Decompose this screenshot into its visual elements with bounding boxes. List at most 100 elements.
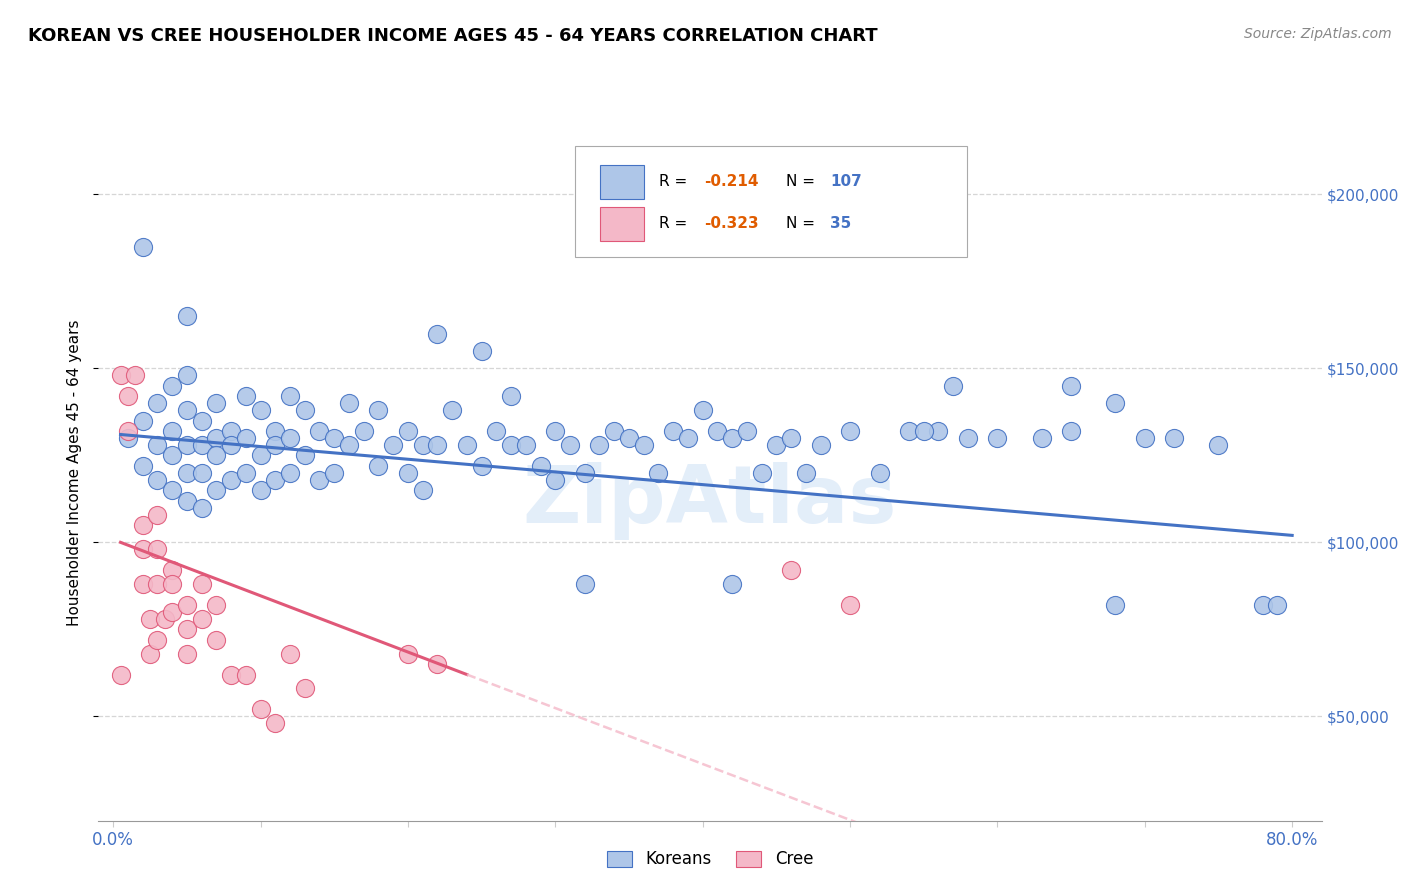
Point <box>1163 431 1185 445</box>
Point <box>117 389 139 403</box>
Point <box>235 431 257 445</box>
Point <box>131 239 153 253</box>
FancyBboxPatch shape <box>600 165 644 199</box>
Point <box>912 424 935 438</box>
Point <box>146 577 169 591</box>
Point <box>235 389 257 403</box>
Point <box>294 448 316 462</box>
Point <box>426 326 449 341</box>
Point <box>396 424 419 438</box>
Point <box>205 448 228 462</box>
Point <box>131 542 153 557</box>
Point <box>146 632 169 647</box>
Point <box>160 448 183 462</box>
Point <box>956 431 979 445</box>
Point <box>139 647 162 661</box>
Point <box>794 466 817 480</box>
Point <box>190 612 212 626</box>
Point <box>765 438 787 452</box>
Legend: Koreans, Cree: Koreans, Cree <box>600 844 820 875</box>
Text: Source: ZipAtlas.com: Source: ZipAtlas.com <box>1244 27 1392 41</box>
Point <box>810 438 832 452</box>
Point <box>662 424 685 438</box>
Point <box>235 667 257 681</box>
Point <box>927 424 949 438</box>
Point <box>249 702 271 716</box>
Point <box>692 403 714 417</box>
Point <box>153 612 176 626</box>
Point <box>574 577 596 591</box>
Point <box>160 378 183 392</box>
Point <box>146 473 169 487</box>
Point <box>751 466 773 480</box>
Text: R =: R = <box>658 175 688 189</box>
FancyBboxPatch shape <box>600 207 644 241</box>
Point <box>647 466 669 480</box>
Point <box>721 431 744 445</box>
Point <box>337 438 360 452</box>
Point <box>515 438 537 452</box>
Point <box>1251 598 1274 612</box>
Point <box>176 647 198 661</box>
Point <box>1060 424 1083 438</box>
Text: R =: R = <box>658 216 688 231</box>
Point <box>176 438 198 452</box>
Point <box>160 483 183 498</box>
Point <box>412 483 434 498</box>
Text: N =: N = <box>786 216 815 231</box>
Point <box>780 431 803 445</box>
Point <box>426 438 449 452</box>
Point <box>558 438 581 452</box>
Point <box>308 473 330 487</box>
Point <box>499 438 522 452</box>
Point <box>1060 378 1083 392</box>
Text: 35: 35 <box>830 216 851 231</box>
Point <box>367 403 389 417</box>
Point <box>249 448 271 462</box>
Point <box>278 647 301 661</box>
Point <box>323 431 346 445</box>
FancyBboxPatch shape <box>575 145 967 257</box>
Point <box>603 424 626 438</box>
Point <box>471 458 494 473</box>
Point <box>205 632 228 647</box>
Point <box>176 403 198 417</box>
Point <box>898 424 921 438</box>
Point <box>117 431 139 445</box>
Point <box>1267 598 1289 612</box>
Point <box>544 473 567 487</box>
Point <box>676 431 699 445</box>
Point <box>367 458 389 473</box>
Point <box>176 623 198 637</box>
Point <box>110 368 132 383</box>
Point <box>353 424 375 438</box>
Point <box>235 466 257 480</box>
Point <box>190 438 212 452</box>
Point <box>942 378 965 392</box>
Point <box>574 466 596 480</box>
Point <box>131 458 153 473</box>
Y-axis label: Householder Income Ages 45 - 64 years: Householder Income Ages 45 - 64 years <box>67 319 83 626</box>
Point <box>278 431 301 445</box>
Point <box>412 438 434 452</box>
Point <box>219 424 242 438</box>
Point <box>294 681 316 696</box>
Point <box>219 438 242 452</box>
Point <box>382 438 405 452</box>
Point <box>205 431 228 445</box>
Point <box>441 403 464 417</box>
Point <box>278 466 301 480</box>
Point <box>160 563 183 577</box>
Point <box>190 414 212 428</box>
Point <box>219 473 242 487</box>
Point <box>146 542 169 557</box>
Point <box>780 563 803 577</box>
Point <box>544 424 567 438</box>
Point <box>426 657 449 671</box>
Point <box>294 403 316 417</box>
Point <box>839 598 862 612</box>
Point <box>735 424 758 438</box>
Point <box>706 424 728 438</box>
Point <box>588 438 610 452</box>
Text: ZipAtlas: ZipAtlas <box>523 461 897 540</box>
